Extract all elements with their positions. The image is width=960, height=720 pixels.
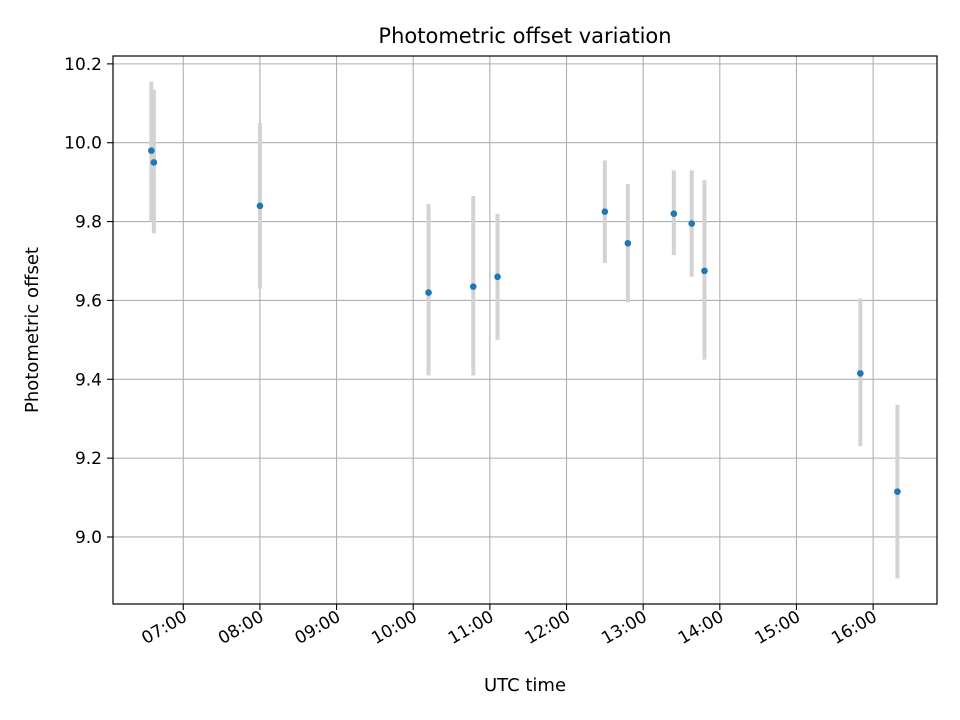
x-axis-title: UTC time (484, 675, 566, 696)
y-axis: 9.0 9.2 9.4 9.6 9.8 10.0 10.2 (64, 55, 113, 548)
data-point (688, 220, 696, 227)
x-tick-label: 13:00 (598, 607, 650, 649)
data-point (256, 202, 264, 210)
y-tick-label: 10.0 (64, 134, 102, 154)
x-tick-label: 11:00 (445, 607, 497, 649)
x-tick-label: 09:00 (292, 607, 344, 649)
data-point (624, 239, 632, 247)
grid (113, 56, 937, 604)
x-axis: 07:00 08:00 09:00 10:00 11:00 12:00 13:00 14:00… (138, 604, 881, 649)
data-point (469, 283, 477, 290)
y-tick-label: 10.2 (64, 55, 102, 75)
data-points (148, 147, 901, 495)
x-tick-label: 15:00 (752, 607, 804, 649)
data-point (148, 147, 155, 154)
x-tick-label: 14:00 (675, 607, 727, 649)
y-tick-label: 9.6 (75, 291, 102, 311)
y-tick-label: 9.2 (75, 449, 102, 469)
data-point (701, 267, 708, 275)
chart-title: Photometric offset variation (378, 24, 671, 48)
data-point (601, 208, 609, 216)
x-tick-label: 10:00 (368, 607, 420, 649)
x-tick-label: 08:00 (215, 607, 267, 649)
plot-frame (112, 55, 938, 605)
data-point (494, 273, 501, 281)
x-tick-label: 07:00 (138, 607, 190, 649)
y-tick-label: 9.0 (75, 528, 102, 548)
data-point (150, 159, 158, 166)
y-axis-title: Photometric offset (22, 247, 43, 413)
x-tick-label: 12:00 (522, 607, 574, 649)
y-tick-label: 9.8 (75, 213, 102, 233)
error-bars (149, 81, 900, 579)
data-point (425, 289, 432, 296)
data-point (670, 210, 678, 217)
data-point (894, 488, 901, 495)
y-tick-label: 9.4 (75, 370, 102, 390)
data-point (857, 370, 864, 377)
x-tick-label: 16:00 (828, 607, 880, 649)
